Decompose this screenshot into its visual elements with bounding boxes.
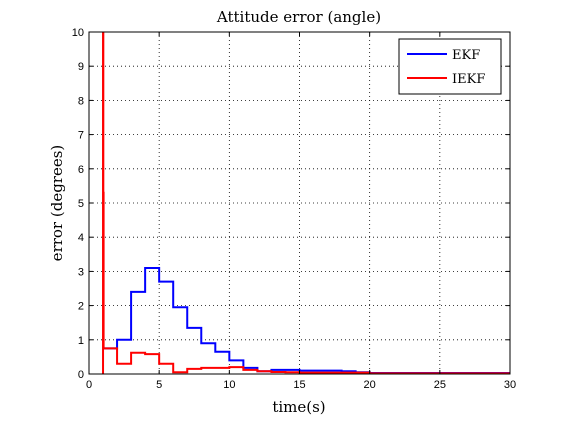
y-tick-label: 4: [78, 232, 84, 244]
y-tick-label: 2: [78, 301, 84, 313]
x-tick-label: 30: [504, 379, 516, 391]
x-tick-label: 0: [86, 379, 92, 391]
tick-marks: [88, 31, 511, 375]
y-tick-label: 6: [78, 164, 84, 176]
x-tick-label: 10: [223, 379, 235, 391]
legend: EKF IEKF: [398, 38, 502, 95]
tick-labels: 0 5 10 15 20 25 30 0 1 2 3 4 5 6 7 8 9 10: [72, 27, 516, 391]
x-tick-label: 25: [434, 379, 446, 391]
y-tick-label: 9: [78, 61, 84, 73]
y-tick-label: 1: [78, 335, 84, 347]
y-tick-label: 3: [78, 266, 84, 278]
x-axis-label: time(s): [272, 398, 325, 416]
y-tick-label: 10: [72, 27, 84, 39]
series-group: [102, 32, 510, 374]
chart-title: Attitude error (angle): [216, 8, 381, 26]
y-tick-label: 0: [78, 369, 84, 381]
x-tick-label: 20: [364, 379, 376, 391]
y-tick-label: 8: [78, 95, 84, 107]
y-tick-label: 7: [78, 130, 84, 142]
y-tick-label: 5: [78, 198, 84, 210]
y-axis-label: error (degrees): [48, 145, 66, 262]
legend-label-iekf: IEKF: [452, 72, 485, 87]
x-tick-label: 15: [293, 379, 305, 391]
series-line-iekf: [102, 32, 510, 374]
legend-label-ekf: EKF: [452, 48, 480, 63]
series-line-ekf: [103, 266, 510, 374]
x-tick-label: 5: [156, 379, 162, 391]
legend-box: [398, 38, 502, 95]
